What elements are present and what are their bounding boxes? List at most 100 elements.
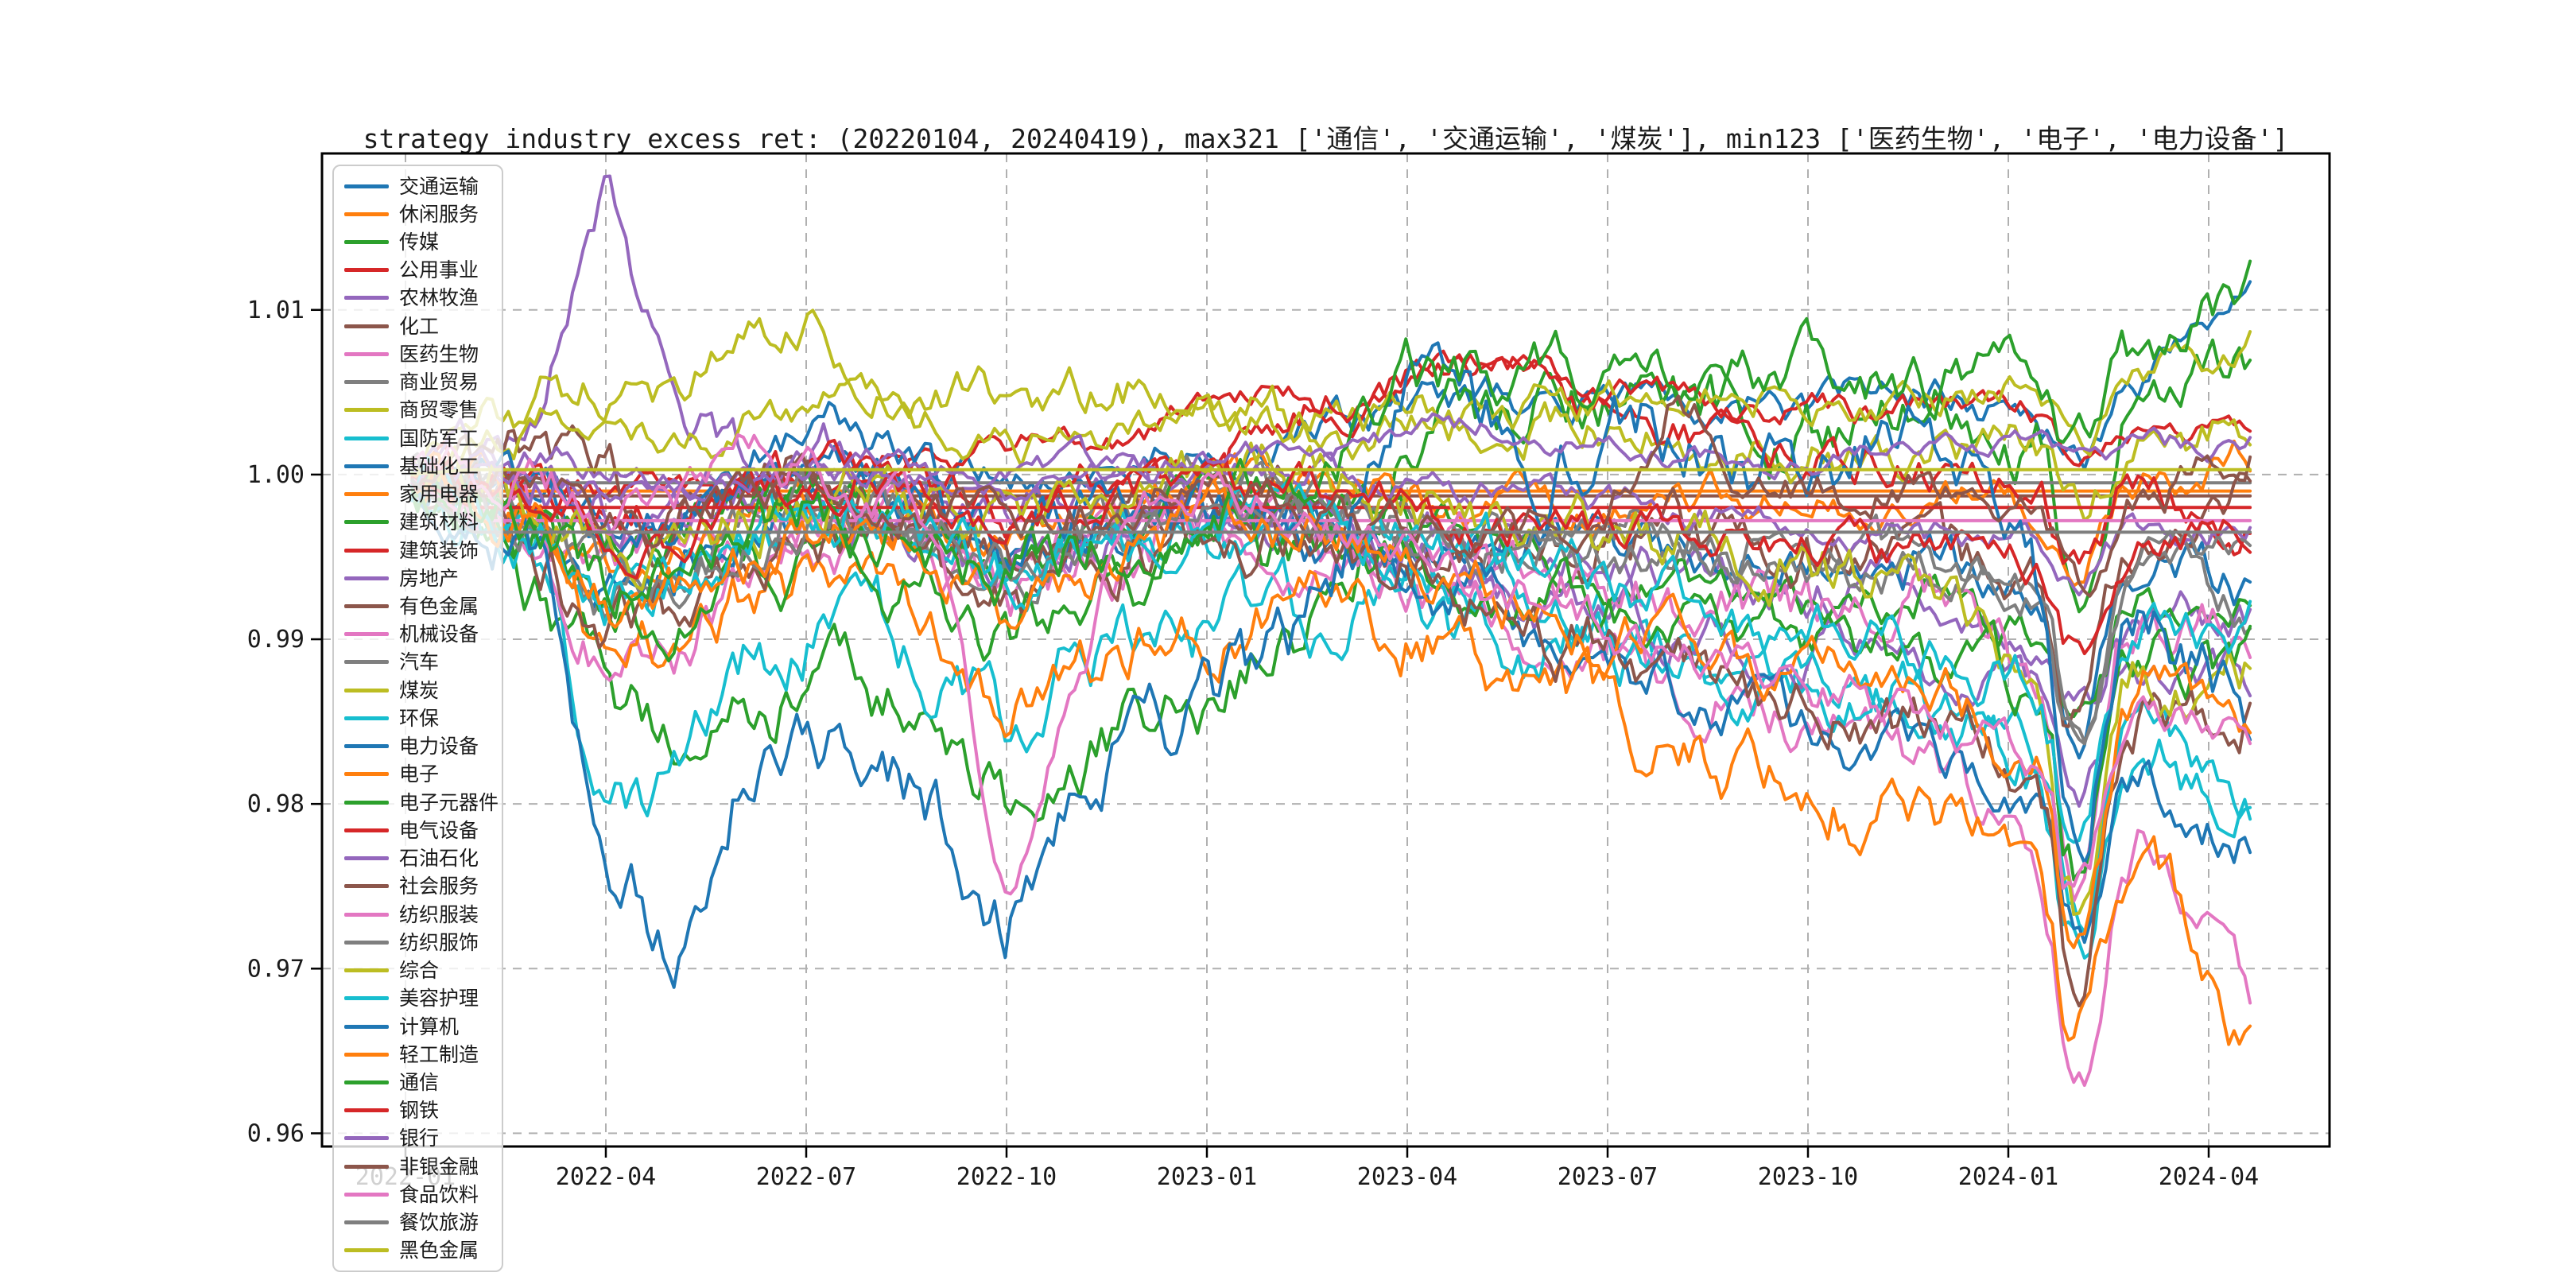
axes-spines xyxy=(320,152,2331,1148)
legend-line-swatch xyxy=(344,492,389,497)
series-lines xyxy=(410,174,2252,1088)
legend-item: 基础化工 xyxy=(334,456,502,476)
legend-item-label: 休闲服务 xyxy=(399,202,479,226)
legend-line-swatch xyxy=(344,548,389,553)
legend-line-swatch xyxy=(344,716,389,720)
legend-line-swatch xyxy=(344,660,389,665)
legend-item: 煤炭 xyxy=(334,680,502,700)
legend-line-swatch xyxy=(344,800,389,805)
legend-item-label: 美容护理 xyxy=(399,987,479,1011)
legend-item: 公用事业 xyxy=(334,260,502,281)
legend-item-label: 环保 xyxy=(399,706,440,730)
legend-line-swatch xyxy=(344,1164,389,1169)
legend-item-label: 有色金属 xyxy=(399,595,479,619)
tick-marks xyxy=(311,308,2210,1158)
legend-line-swatch xyxy=(344,632,389,637)
x-tick-label: 2022-10 xyxy=(956,1163,1057,1191)
legend-line-swatch xyxy=(344,184,389,188)
legend-line-swatch xyxy=(344,464,389,468)
legend-item: 计算机 xyxy=(334,1016,502,1037)
legend-line-swatch xyxy=(344,239,389,244)
legend-item-label: 轻工制造 xyxy=(399,1042,479,1066)
legend-item-label: 交通运输 xyxy=(399,174,479,198)
legend-line-swatch xyxy=(344,1024,389,1029)
legend-line-swatch xyxy=(344,1248,389,1253)
legend-item-label: 农林牧渔 xyxy=(399,286,479,310)
legend-item: 美容护理 xyxy=(334,988,502,1009)
legend-item: 纺织服饰 xyxy=(334,932,502,952)
legend-item: 石油石化 xyxy=(334,848,502,869)
legend-item-label: 煤炭 xyxy=(399,678,440,702)
chart-title: strategy industry excess ret: (20220104,… xyxy=(363,123,2289,154)
y-tick-label: 1.00 xyxy=(247,461,305,489)
gridlines xyxy=(322,153,2330,1146)
legend-item: 餐饮旅游 xyxy=(334,1212,502,1233)
legend-line-swatch xyxy=(344,828,389,832)
legend-item-label: 石油石化 xyxy=(399,847,479,871)
legend-item: 银行 xyxy=(334,1128,502,1149)
x-tick-label: 2023-04 xyxy=(1357,1163,1457,1191)
legend-item: 家用电器 xyxy=(334,484,502,505)
legend-line-swatch xyxy=(344,884,389,889)
legend-item: 轻工制造 xyxy=(334,1044,502,1065)
legend-item-label: 商业贸易 xyxy=(399,370,479,394)
legend-line-swatch xyxy=(344,996,389,1001)
y-tick-label: 0.97 xyxy=(247,955,305,983)
legend-item: 环保 xyxy=(334,708,502,728)
legend-item-label: 计算机 xyxy=(399,1014,460,1038)
legend-item: 商业贸易 xyxy=(334,372,502,393)
legend-item-label: 黑色金属 xyxy=(399,1239,479,1263)
legend-item-label: 社会服务 xyxy=(399,875,479,898)
legend-item: 建筑材料 xyxy=(334,512,502,533)
legend-line-swatch xyxy=(344,576,389,580)
legend-item-label: 传媒 xyxy=(399,230,440,254)
legend-line-swatch xyxy=(344,436,389,440)
legend-item-label: 综合 xyxy=(399,959,440,983)
series-line-钢铁 xyxy=(410,452,2252,656)
legend-line-swatch xyxy=(344,268,389,273)
legend-line-swatch xyxy=(344,1136,389,1141)
legend-item: 交通运输 xyxy=(334,176,502,196)
y-tick-label: 0.98 xyxy=(247,790,305,818)
series-line-银行 xyxy=(410,412,2252,503)
legend-item-label: 化工 xyxy=(399,314,440,338)
legend-item: 农林牧渔 xyxy=(334,288,502,308)
x-tick-label: 2023-10 xyxy=(1758,1163,1858,1191)
legend-line-swatch xyxy=(344,1220,389,1225)
legend-line-swatch xyxy=(344,520,389,525)
legend-item: 电气设备 xyxy=(334,820,502,840)
legend-item: 机械设备 xyxy=(334,624,502,645)
legend-item-label: 非银金融 xyxy=(399,1154,479,1178)
legend-item-label: 纺织服装 xyxy=(399,902,479,926)
legend-item: 有色金属 xyxy=(334,596,502,617)
legend-item: 社会服务 xyxy=(334,876,502,897)
legend-line-swatch xyxy=(344,1052,389,1057)
series-line-公用事业 xyxy=(410,349,2252,502)
legend-item-label: 通信 xyxy=(399,1071,440,1094)
legend-item: 商贸零售 xyxy=(334,400,502,421)
legend-item-label: 食品饮料 xyxy=(399,1182,479,1206)
legend-item: 国防军工 xyxy=(334,428,502,448)
legend-line-swatch xyxy=(344,940,389,945)
legend-line-swatch xyxy=(344,296,389,301)
legend-item: 电力设备 xyxy=(334,736,502,757)
series-line-餐饮旅游 xyxy=(410,479,2252,534)
legend-item: 非银金融 xyxy=(334,1156,502,1177)
x-tick-label: 2024-04 xyxy=(2159,1163,2259,1191)
legend-item-label: 纺织服饰 xyxy=(399,930,479,954)
legend-item: 纺织服装 xyxy=(334,904,502,925)
legend-item-label: 公用事业 xyxy=(399,258,479,282)
legend-item-label: 建筑材料 xyxy=(399,510,479,534)
series-line-黑色金属 xyxy=(410,467,2252,476)
legend-item-label: 医药生物 xyxy=(399,342,479,366)
legend-item-label: 房地产 xyxy=(399,566,460,590)
legend: 交通运输休闲服务传媒公用事业农林牧渔化工医药生物商业贸易商贸零售国防军工基础化工… xyxy=(332,165,503,1272)
legend-item-label: 餐饮旅游 xyxy=(399,1211,479,1235)
legend-line-swatch xyxy=(344,1080,389,1084)
legend-item: 建筑装饰 xyxy=(334,540,502,561)
legend-item: 电子 xyxy=(334,764,502,785)
legend-item: 医药生物 xyxy=(334,343,502,364)
legend-item-label: 机械设备 xyxy=(399,623,479,646)
legend-line-swatch xyxy=(344,744,389,749)
series-line-计算机 xyxy=(410,341,2252,989)
